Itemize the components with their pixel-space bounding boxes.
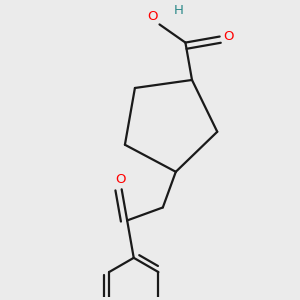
Text: O: O bbox=[115, 172, 125, 185]
Text: H: H bbox=[174, 4, 184, 16]
Text: O: O bbox=[224, 30, 234, 43]
Text: O: O bbox=[147, 10, 158, 23]
